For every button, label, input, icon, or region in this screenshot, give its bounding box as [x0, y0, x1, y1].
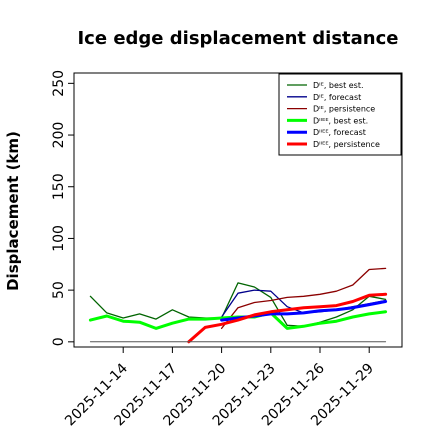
y-tick-label: 0	[51, 337, 67, 346]
y-tick-label: 200	[51, 122, 67, 149]
legend-label: Dᴵᴵᴱᴱ, persistence	[313, 140, 380, 149]
legend: Dᴵᴱ, best est. Dᴵᴱ, forecast Dᴵᴱ, persiste…	[278, 73, 402, 156]
series-layer	[88, 267, 388, 344]
series-line-0	[89, 282, 387, 327]
y-tick-label: 150	[51, 173, 67, 200]
chart-title: Ice edge displacement distance	[77, 28, 398, 49]
legend-box	[278, 73, 402, 156]
x-axis: 2025-11-142025-11-172025-11-202025-11-23…	[62, 347, 377, 429]
legend-label: Dᴵᴱ, forecast	[313, 93, 361, 102]
plot-frame	[73, 72, 403, 348]
legend-label: Dᴵᴵᴱᴱ, best est.	[313, 116, 368, 125]
y-axis: 0 50 100 150 200 250	[51, 70, 74, 346]
series-line-5	[187, 292, 388, 344]
legend-label: Dᴵᴱ, persistence	[313, 105, 375, 114]
legend-label: Dᴵᴱ, best est.	[313, 81, 364, 90]
series-line-2	[220, 267, 387, 330]
y-tick-label: 250	[51, 70, 67, 97]
y-tick-label: 100	[51, 225, 67, 252]
y-tick-label: 50	[51, 281, 67, 299]
y-axis-label: Displacement (km)	[4, 131, 22, 291]
legend-label: Dᴵᴵᴱᴱ, forecast	[313, 128, 366, 137]
